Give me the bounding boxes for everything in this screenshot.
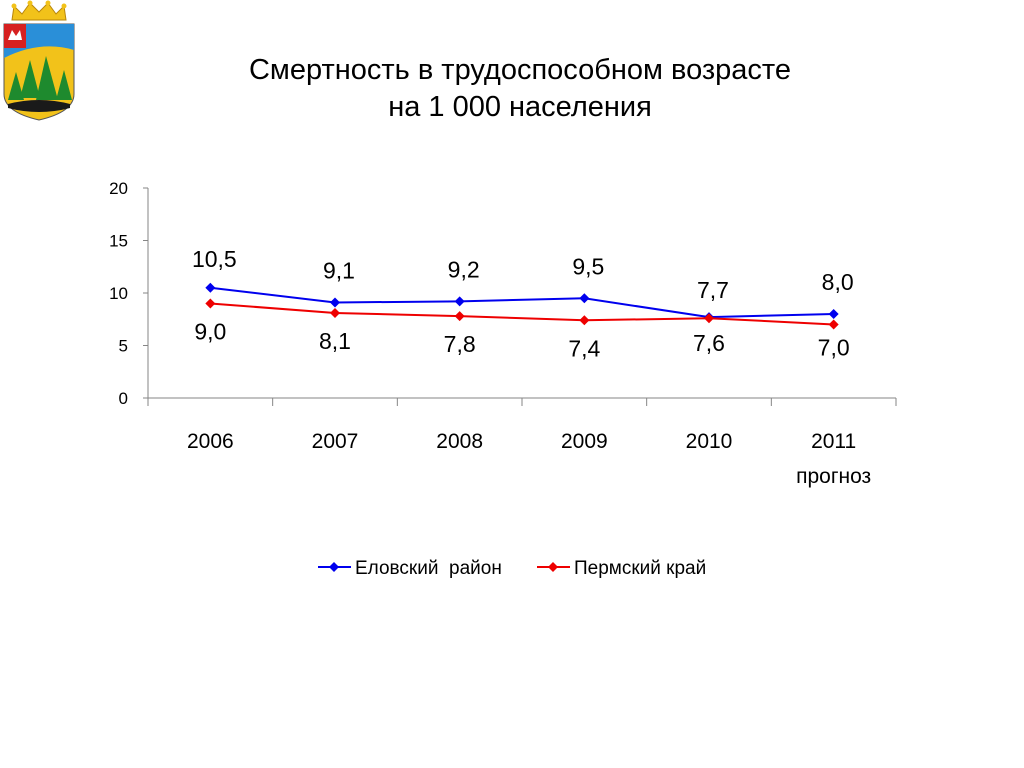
data-point-marker <box>828 319 839 330</box>
y-tick-label: 0 <box>119 389 128 408</box>
x-tick-label: 2007 <box>312 430 359 453</box>
data-label: 10,5 <box>192 246 237 272</box>
data-label: 7,6 <box>693 330 725 356</box>
data-label: 7,8 <box>444 331 476 357</box>
data-label: 7,7 <box>697 277 729 303</box>
y-tick-label: 15 <box>109 232 128 251</box>
data-label: 8,0 <box>822 269 854 295</box>
legend-marker <box>548 562 558 572</box>
y-tick-label: 20 <box>109 179 128 198</box>
data-label: 9,2 <box>448 256 480 282</box>
title-line-2: на 1 000 населения <box>388 91 652 123</box>
x-tick-label: 2011 <box>811 430 856 453</box>
data-label: 9,0 <box>194 319 226 345</box>
data-point-marker <box>579 293 590 304</box>
x-tick-label: 2010 <box>686 430 733 453</box>
data-point-marker <box>828 309 839 319</box>
legend-marker <box>329 562 339 572</box>
data-point-marker <box>454 296 465 307</box>
data-point-marker <box>330 307 340 318</box>
y-tick-label: 10 <box>109 284 128 303</box>
data-point-marker <box>330 297 340 308</box>
data-label: 9,1 <box>323 257 355 283</box>
x-tick-label: прогноз <box>796 465 871 488</box>
data-point-marker <box>454 311 465 322</box>
data-point-marker <box>205 282 216 293</box>
legend-label: Еловский район <box>355 558 502 579</box>
x-tick-label: 2009 <box>561 430 608 453</box>
data-label: 7,4 <box>568 335 600 361</box>
coat-of-arms-icon <box>3 0 75 121</box>
data-label: 7,0 <box>818 335 850 361</box>
data-label: 9,5 <box>572 253 604 279</box>
x-tick-label: 2006 <box>187 430 234 453</box>
x-tick-label: 2008 <box>436 430 483 453</box>
data-label: 8,1 <box>319 328 351 354</box>
page-title: Смертность в трудоспособном возрасте на … <box>160 52 880 126</box>
data-point-marker <box>704 313 714 324</box>
data-point-marker <box>579 315 590 326</box>
legend-label: Пермский край <box>574 558 706 579</box>
y-tick-label: 5 <box>119 337 128 356</box>
series-line <box>210 286 834 319</box>
title-line-1: Смертность в трудоспособном возрасте <box>248 54 792 86</box>
data-point-marker <box>205 298 216 309</box>
series-line <box>210 302 834 326</box>
